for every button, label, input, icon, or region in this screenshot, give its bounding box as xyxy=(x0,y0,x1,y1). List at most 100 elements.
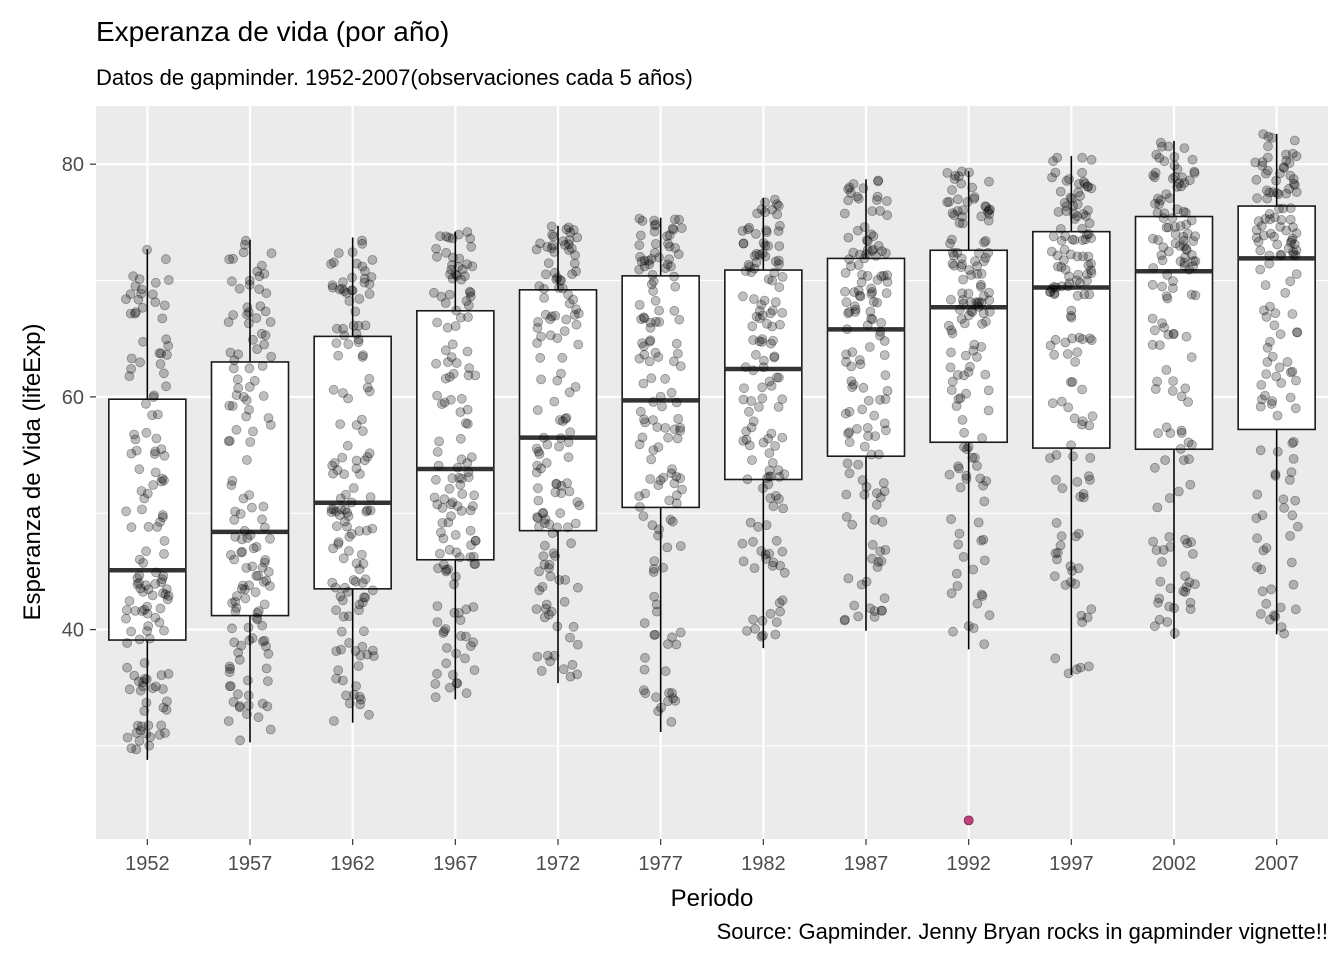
data-point xyxy=(1186,537,1196,548)
data-point xyxy=(428,287,439,298)
data-point xyxy=(573,308,584,319)
data-point xyxy=(738,556,749,567)
data-point xyxy=(959,318,970,329)
data-point xyxy=(240,235,251,246)
data-point xyxy=(344,638,355,648)
data-point xyxy=(764,548,775,559)
data-point xyxy=(774,241,785,252)
data-point xyxy=(1189,166,1200,177)
data-point xyxy=(564,235,575,245)
data-point xyxy=(573,582,583,593)
data-point xyxy=(1152,502,1163,513)
data-point xyxy=(1184,264,1195,275)
data-point xyxy=(439,494,450,505)
data-point xyxy=(660,373,670,384)
data-point xyxy=(251,571,262,581)
data-point xyxy=(968,345,979,356)
data-point xyxy=(149,390,160,401)
data-point xyxy=(969,193,979,204)
data-point xyxy=(227,475,238,486)
data-point xyxy=(160,728,170,738)
data-point xyxy=(132,720,143,731)
data-point xyxy=(967,182,978,193)
data-point xyxy=(239,239,250,250)
data-point xyxy=(226,480,237,491)
data-point xyxy=(843,232,854,243)
x-tick-label: 1967 xyxy=(433,853,478,875)
data-point xyxy=(242,309,252,320)
data-point xyxy=(1157,318,1167,329)
data-point xyxy=(1269,610,1279,621)
data-point xyxy=(1078,251,1088,262)
data-point xyxy=(850,307,861,317)
data-point xyxy=(533,446,544,457)
data-point xyxy=(561,412,572,423)
data-point xyxy=(1165,542,1176,552)
data-point xyxy=(1276,378,1287,388)
data-point xyxy=(1285,531,1295,541)
data-point xyxy=(747,455,757,466)
data-point xyxy=(265,724,276,735)
data-point xyxy=(647,269,658,280)
data-point xyxy=(254,284,265,295)
data-point xyxy=(446,499,456,510)
data-point xyxy=(1072,476,1083,487)
data-point xyxy=(440,345,451,356)
data-point xyxy=(327,282,338,293)
data-point xyxy=(1147,313,1158,324)
data-point xyxy=(1288,579,1299,590)
data-point xyxy=(663,432,673,443)
data-point xyxy=(134,570,145,581)
data-point xyxy=(121,613,131,624)
data-point xyxy=(569,258,580,269)
data-point xyxy=(1082,275,1092,286)
data-point xyxy=(339,330,350,341)
data-point xyxy=(984,209,995,220)
data-point xyxy=(130,307,141,318)
data-point xyxy=(761,227,772,238)
data-point xyxy=(1262,342,1273,353)
data-point xyxy=(1172,181,1183,192)
data-point xyxy=(238,247,249,258)
data-point xyxy=(774,471,785,482)
data-point xyxy=(634,491,645,502)
data-point xyxy=(456,505,467,516)
data-point xyxy=(766,380,777,391)
data-point xyxy=(1269,231,1279,242)
data-point xyxy=(966,306,977,317)
data-point xyxy=(158,588,168,598)
data-point xyxy=(948,626,958,637)
data-point xyxy=(1260,390,1270,401)
data-point xyxy=(435,231,446,242)
data-point xyxy=(446,511,456,521)
data-point xyxy=(880,370,891,381)
data-point xyxy=(544,559,555,570)
data-point xyxy=(134,464,145,475)
data-point xyxy=(737,225,748,236)
data-point xyxy=(1255,264,1266,275)
data-point xyxy=(351,328,362,339)
data-point xyxy=(765,493,776,504)
data-point xyxy=(348,575,359,585)
data-point xyxy=(1063,402,1074,413)
data-point xyxy=(447,252,458,263)
data-point xyxy=(1047,172,1057,183)
data-point xyxy=(554,575,565,585)
data-point xyxy=(567,269,577,280)
data-point xyxy=(744,222,755,233)
data-point xyxy=(855,249,865,260)
data-point xyxy=(763,274,774,285)
boxplot-1982 xyxy=(724,197,803,649)
data-point xyxy=(343,511,354,522)
data-point xyxy=(946,385,957,396)
data-point xyxy=(1050,548,1061,559)
data-point xyxy=(674,314,685,325)
data-point xyxy=(865,306,876,317)
data-point xyxy=(968,623,979,633)
data-point xyxy=(764,465,775,476)
data-point xyxy=(368,651,379,661)
data-point xyxy=(453,608,464,618)
data-point xyxy=(650,347,661,358)
data-point xyxy=(159,300,170,311)
